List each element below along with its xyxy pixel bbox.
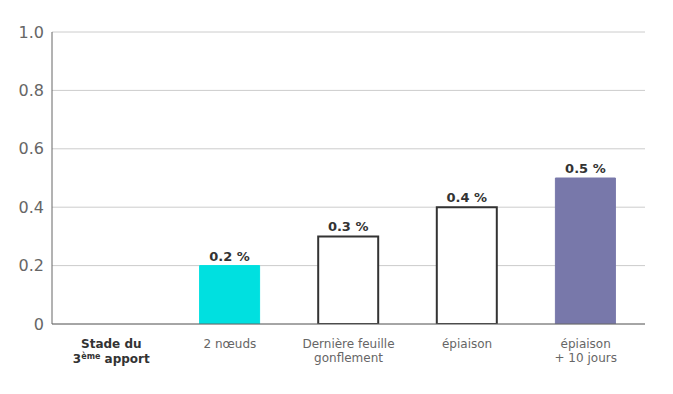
svg-text:épiaison+ 10 jours: épiaison+ 10 jours: [554, 337, 616, 365]
svg-text:0.2 %: 0.2 %: [209, 249, 250, 264]
svg-text:0.8: 0.8: [19, 81, 44, 100]
svg-text:Stade du3ème apport: Stade du3ème apport: [73, 337, 150, 366]
svg-text:0.4: 0.4: [19, 198, 44, 217]
svg-text:0: 0: [34, 315, 44, 334]
svg-text:Dernière feuillegonflement: Dernière feuillegonflement: [302, 337, 394, 365]
svg-text:0.2: 0.2: [19, 256, 44, 275]
svg-text:0.4 %: 0.4 %: [447, 190, 488, 205]
svg-text:0.5 %: 0.5 %: [565, 161, 606, 176]
svg-text:2 nœuds: 2 nœuds: [203, 337, 256, 351]
svg-text:épiaison: épiaison: [442, 337, 492, 351]
svg-text:0.3 %: 0.3 %: [328, 219, 369, 234]
svg-text:0.6: 0.6: [19, 139, 44, 158]
svg-text:1.0: 1.0: [19, 23, 44, 42]
